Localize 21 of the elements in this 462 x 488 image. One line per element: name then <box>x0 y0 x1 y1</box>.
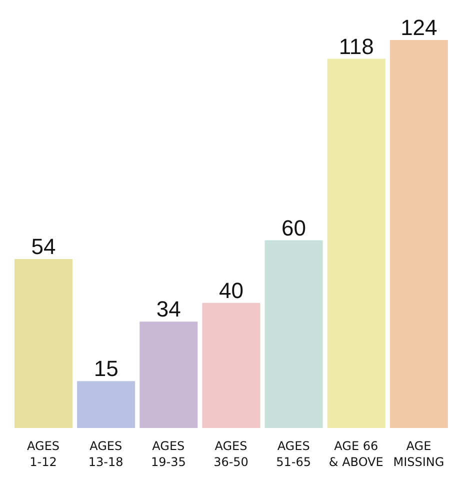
data-label: 34 <box>156 296 181 322</box>
x-tick-label: AGES 36-50 <box>214 439 248 469</box>
data-label: 15 <box>94 356 118 382</box>
x-tick-label: AGES 1-12 <box>27 439 60 469</box>
bar <box>264 240 323 428</box>
x-tick-label: AGES 13-18 <box>88 439 124 469</box>
data-label: 124 <box>400 15 438 40</box>
bar <box>140 322 198 428</box>
x-tick-label: AGE MISSING <box>393 439 444 469</box>
bar <box>390 40 448 428</box>
data-label: 60 <box>282 215 306 240</box>
bar <box>77 381 136 428</box>
data-label: 40 <box>218 278 244 303</box>
bar <box>202 302 260 428</box>
x-tick-label: AGES 51-65 <box>276 439 312 469</box>
x-tick-label: AGE 66 & ABOVE <box>328 439 384 469</box>
bar <box>327 58 386 428</box>
data-label: 118 <box>338 34 374 59</box>
bar <box>14 259 73 428</box>
x-tick-label: AGES 19-35 <box>150 439 186 469</box>
data-label: 54 <box>31 234 56 260</box>
